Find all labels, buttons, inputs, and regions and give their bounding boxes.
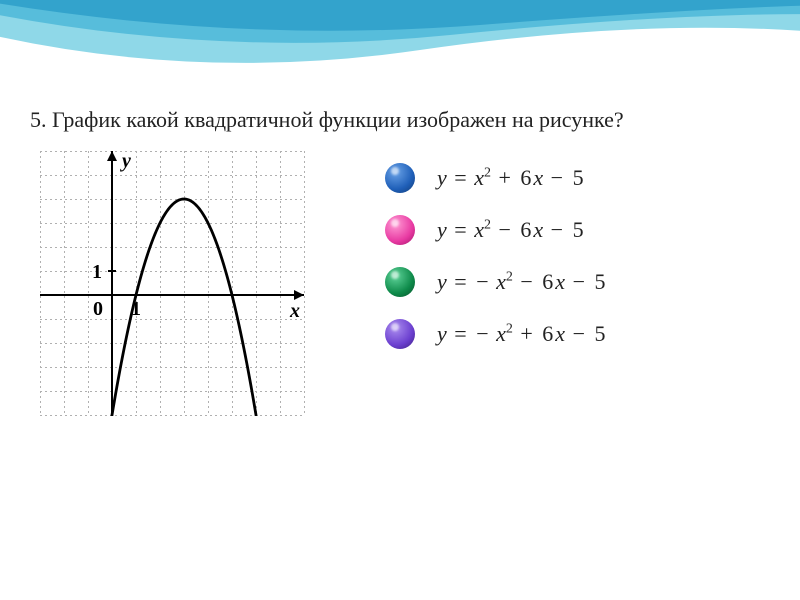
answer-options: y = x2 + 6x − 5 y = x2 − 6x − 5 y = − x2 −… bbox=[385, 163, 607, 349]
svg-text:1: 1 bbox=[92, 261, 102, 283]
option-bullet bbox=[385, 319, 415, 349]
option-formula: y = x2 + 6x − 5 bbox=[437, 165, 586, 191]
option-bullet bbox=[385, 215, 415, 245]
question-body: График какой квадратичной функции изобра… bbox=[52, 107, 624, 132]
option-bullet bbox=[385, 163, 415, 193]
question-number: 5. bbox=[30, 107, 47, 132]
option-2[interactable]: y = x2 − 6x − 5 bbox=[385, 215, 607, 245]
option-formula: y = − x2 + 6x − 5 bbox=[437, 321, 607, 347]
svg-text:y: y bbox=[120, 151, 131, 172]
option-formula: y = − x2 − 6x − 5 bbox=[437, 269, 607, 295]
option-1[interactable]: y = x2 + 6x − 5 bbox=[385, 163, 607, 193]
svg-text:x: x bbox=[289, 300, 300, 322]
svg-text:0: 0 bbox=[93, 298, 103, 320]
parabola-graph: yx011 bbox=[40, 151, 305, 421]
question-text: 5. График какой квадратичной функции изо… bbox=[30, 105, 800, 136]
option-4[interactable]: y = − x2 + 6x − 5 bbox=[385, 319, 607, 349]
option-3[interactable]: y = − x2 − 6x − 5 bbox=[385, 267, 607, 297]
option-formula: y = x2 − 6x − 5 bbox=[437, 217, 586, 243]
option-bullet bbox=[385, 267, 415, 297]
